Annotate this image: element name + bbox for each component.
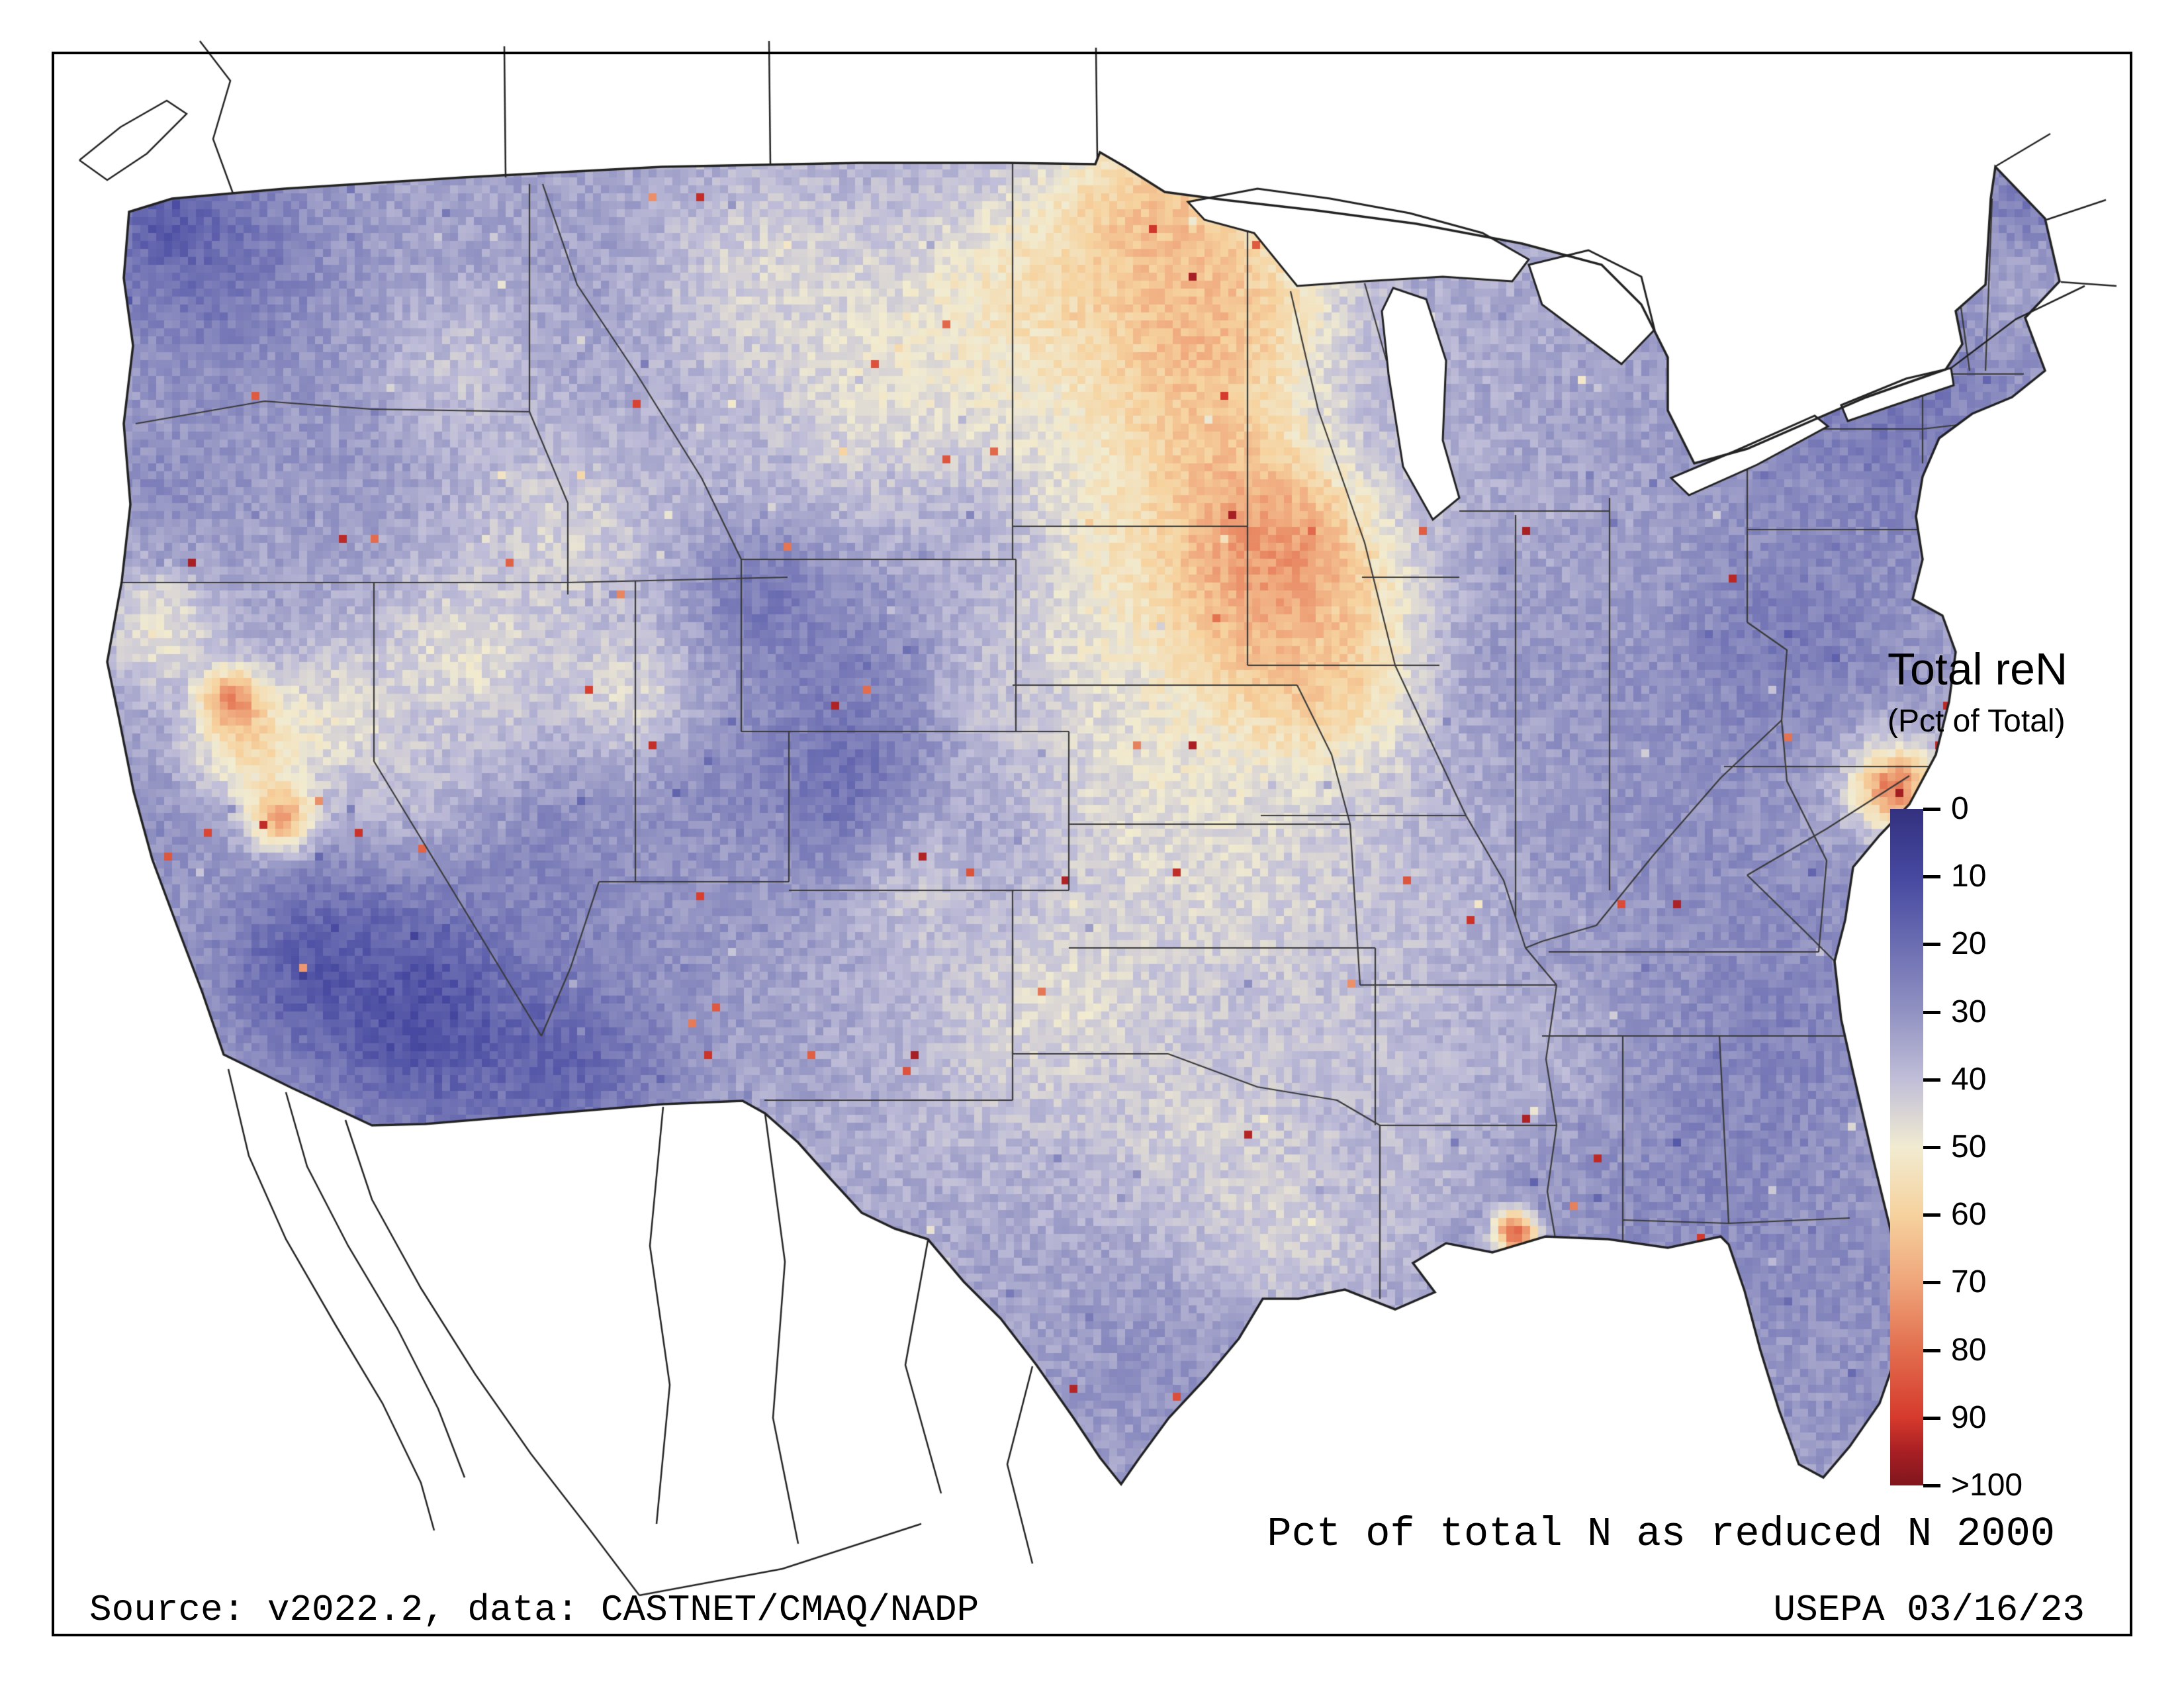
source-note: Source: v2022.2, data: CASTNET/CMAQ/NADP (89, 1589, 979, 1631)
legend-tick-label: 0 (1951, 791, 1969, 826)
legend-title: Total reN (1888, 644, 2068, 694)
agency-date-note: USEPA 03/16/23 (1773, 1589, 2085, 1631)
legend-tick-label: 30 (1951, 994, 1987, 1029)
legend-tick-mark (1923, 1213, 1940, 1217)
legend-tick-label: 60 (1951, 1197, 1987, 1233)
legend-tick-mark (1923, 1010, 1940, 1014)
legend-subtitle: (Pct of Total) (1888, 704, 2066, 739)
legend-tick-label: >100 (1951, 1468, 2023, 1503)
legend-colorbar (1890, 809, 1923, 1485)
map-caption: Pct of total N as reduced N 2000 (1267, 1511, 2055, 1558)
legend-tick-mark (1923, 1078, 1940, 1082)
legend-tick-mark (1923, 808, 1940, 811)
legend-tick-mark (1923, 943, 1940, 947)
plot-border (52, 52, 2132, 1636)
legend-tick-label: 20 (1951, 926, 1987, 962)
legend-tick-label: 10 (1951, 859, 1987, 894)
legend-tick-label: 50 (1951, 1129, 1987, 1164)
legend-tick-container: 0 10 20 30 40 50 60 70 80 90 >100 (1923, 791, 2109, 1503)
legend-tick-mark (1923, 1146, 1940, 1149)
legend-tick-mark (1923, 1348, 1940, 1352)
legend-tick-mark (1923, 1281, 1940, 1285)
legend-tick-mark (1923, 875, 1940, 879)
legend-tick-label: 40 (1951, 1061, 1987, 1097)
legend-tick-label: 90 (1951, 1399, 1987, 1435)
legend-tick-mark (1923, 1416, 1940, 1420)
legend-tick-label: 80 (1951, 1332, 1987, 1368)
legend-tick-label: 70 (1951, 1264, 1987, 1300)
legend-tick-mark (1923, 1484, 1940, 1487)
